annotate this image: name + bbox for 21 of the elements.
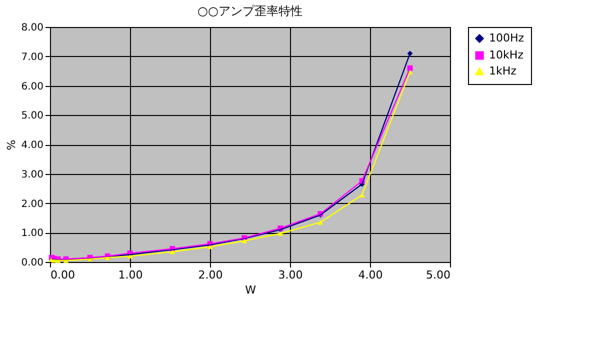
y-tick-label: 1.00 — [21, 228, 44, 240]
y-tick-label: 2.00 — [21, 198, 44, 210]
y-axis-title: % — [5, 140, 18, 150]
x-axis-title: W — [245, 284, 256, 296]
y-tick-label: 0.00 — [21, 258, 44, 268]
x-tick-label: 1.00 — [118, 268, 143, 282]
x-tick-label: 4.00 — [358, 268, 383, 282]
legend-label: 10kHz — [489, 48, 524, 62]
x-tick-label: 0.00 — [50, 268, 75, 282]
y-tick-label: 3.00 — [21, 169, 44, 180]
x-tick-label: 2.00 — [198, 268, 223, 282]
y-tick-label: 4.00 — [21, 140, 44, 151]
x-tick-label: 3.00 — [278, 268, 303, 282]
legend-label: 1kHz — [489, 64, 517, 78]
x-tick-label: 5.00 — [426, 268, 450, 282]
chart-title: ○○アンプ歪率特性 — [198, 4, 302, 18]
y-tick-label: 7.00 — [21, 52, 44, 63]
y-tick-label: 6.00 — [21, 81, 44, 92]
legend-label: 100Hz — [489, 32, 524, 44]
y-tick-label: 5.00 — [21, 110, 44, 122]
y-tick-label: 8.00 — [21, 22, 44, 34]
